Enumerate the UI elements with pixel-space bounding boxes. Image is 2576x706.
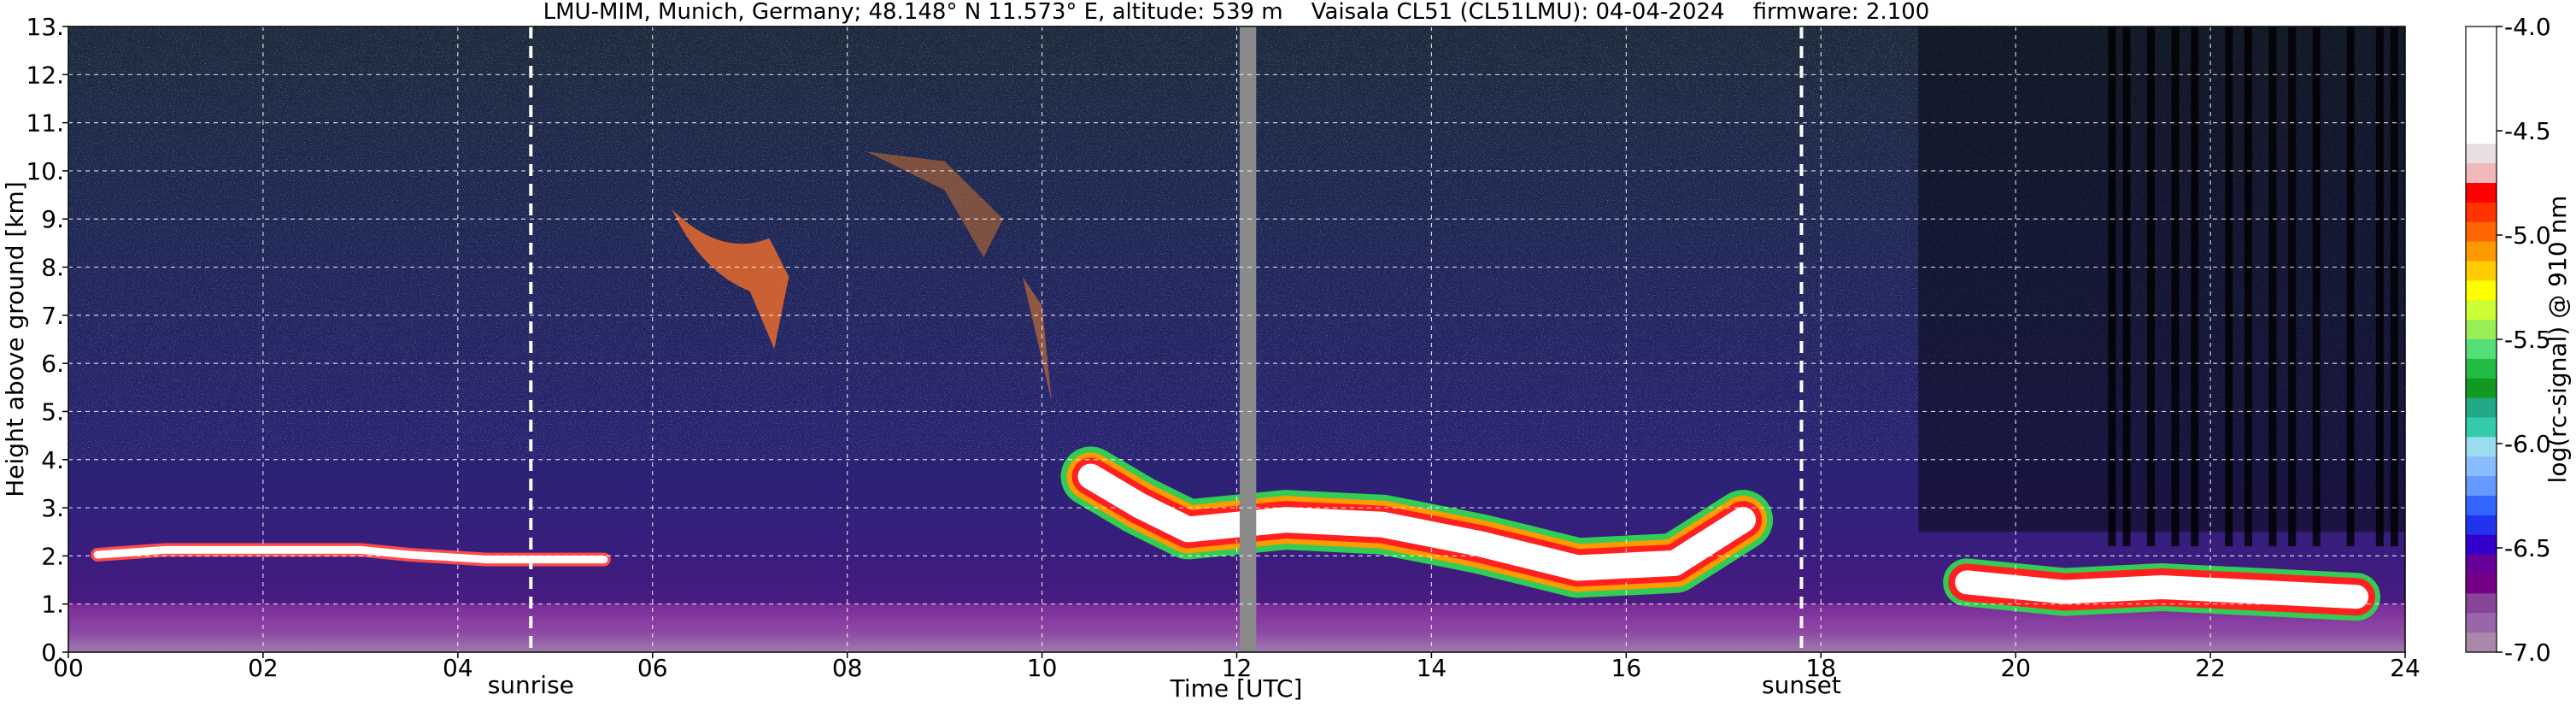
cloud-layer-core [93, 545, 608, 564]
colorbar-segment [2466, 496, 2497, 516]
data-gap [1239, 26, 1257, 652]
chart-title: LMU-MIM, Munich, Germany; 48.148° N 11.5… [543, 0, 1930, 25]
colorbar-segment [2466, 397, 2497, 419]
dark-streak [2147, 26, 2156, 547]
colorbar-segment [2466, 300, 2497, 321]
marker-label-sunset: sunset [1762, 671, 1841, 699]
marker-label-sunrise: sunrise [488, 671, 574, 699]
y-tick-label: 5. [41, 397, 64, 426]
y-axis-label: Height above ground [km] [1, 181, 29, 497]
colorbar-segment [2466, 515, 2497, 536]
colorbar-tick-label: -4.5 [2504, 117, 2551, 145]
dark-streak [2122, 26, 2131, 547]
colorbar-tick-label: -5.5 [2504, 326, 2551, 354]
sun-markers: sunrise sunset [488, 26, 1841, 699]
colorbar-segment [2466, 456, 2497, 477]
night-sky-region [1918, 26, 2405, 532]
colorbar-tick-label: -4.0 [2504, 13, 2551, 41]
y-tick-label: 7. [41, 302, 64, 330]
colorbar-segment [2466, 221, 2497, 243]
colorbar-segment [2466, 613, 2497, 633]
colorbar-segment [2466, 26, 2497, 47]
dark-streak [2268, 26, 2277, 547]
y-tick-label: 12. [26, 61, 64, 89]
y-tick-label: 9. [41, 205, 64, 233]
axes: 00 02 04 06 08 10 12 14 16 18 20 22 24 0. 1. 2. 3. 4. 5. 6.… [26, 13, 2420, 682]
x-tick-label: 00 [53, 654, 84, 682]
colorbar-segment [2466, 574, 2497, 594]
colorbar-segment [2466, 554, 2497, 575]
cirrus-fall-streak [1022, 276, 1052, 403]
dark-streak [2390, 26, 2398, 547]
y-tick-label: 2. [41, 542, 64, 570]
colorbar-segment [2466, 378, 2497, 399]
cirrus-cloud [672, 209, 789, 350]
colorbar-segment [2466, 534, 2497, 556]
colorbar: -4.0 -4.5 -5.0 -5.5 -6.0 -6.5 -7.0 [2465, 13, 2551, 667]
colorbar-segment [2466, 632, 2497, 653]
y-tick-label: 0. [41, 638, 64, 667]
y-tick-label: 13. [26, 13, 64, 41]
x-tick-label: 12 [1222, 654, 1253, 682]
y-tick-label: 10. [26, 157, 64, 185]
dark-streak [2191, 26, 2199, 547]
colorbar-segment [2466, 124, 2497, 144]
cloud-layer-core [1077, 463, 1757, 581]
dark-streak [2225, 26, 2233, 547]
x-tick-label: 22 [2195, 654, 2226, 682]
colorbar-tick-label: -5.0 [2504, 221, 2551, 250]
dark-streak [2244, 26, 2252, 547]
cirrus-cloud [866, 151, 1003, 258]
colorbar-segment [2466, 261, 2497, 281]
colorbar-segment [2466, 241, 2497, 262]
colorbar-segment [2466, 183, 2497, 203]
noise-texture-green [68, 26, 1724, 460]
x-tick-label: 18 [1805, 654, 1836, 682]
colorbar-segment [2466, 280, 2497, 301]
y-tick-label: 1. [41, 591, 64, 619]
colorbar-tick-label: -6.0 [2504, 430, 2551, 458]
colorbar-segment [2466, 163, 2497, 184]
colorbar-segment [2466, 593, 2497, 614]
dark-streak [2312, 26, 2321, 547]
colorbar-tick-label: -7.0 [2504, 638, 2551, 667]
dark-streak [2375, 26, 2384, 547]
x-tick-label: 10 [1027, 654, 1058, 682]
dark-streak [2108, 26, 2116, 547]
y-tick-label: 4. [41, 446, 64, 474]
y-tick-label: 8. [41, 254, 64, 282]
colorbar-segment [2466, 45, 2497, 67]
colorbar-segment [2466, 144, 2497, 164]
colorbar-segment [2466, 339, 2497, 360]
colorbar-segment [2466, 417, 2497, 438]
x-tick-label: 08 [832, 654, 863, 682]
x-tick-label: 24 [2390, 654, 2421, 682]
colorbar-segment [2466, 85, 2497, 106]
x-tick-label: 02 [248, 654, 279, 682]
colorbar-segment [2466, 358, 2497, 379]
x-axis-label: Time [UTC] [1170, 674, 1303, 703]
x-tick-label: 06 [637, 654, 668, 682]
dark-streak [2346, 26, 2355, 547]
y-tick-label: 6. [41, 350, 64, 378]
colorbar-segment [2466, 320, 2497, 340]
x-tick-label: 14 [1417, 654, 1447, 682]
dark-streak [2288, 26, 2297, 547]
colorbar-segment [2466, 65, 2497, 86]
colorbar-segment [2466, 476, 2497, 497]
colorbar-segment [2466, 202, 2497, 223]
y-tick-label: 11. [26, 109, 64, 138]
colorbar-label: log(rc-signal) @ 910 nm [2544, 196, 2572, 484]
colorbar-segment [2466, 437, 2497, 457]
colorbar-tick-label: -6.5 [2504, 534, 2551, 562]
cloud-layer-core [1955, 570, 2369, 609]
dark-streak [2171, 26, 2180, 547]
x-tick-label: 20 [2000, 654, 2031, 682]
y-tick-label: 3. [41, 494, 64, 522]
x-tick-label: 16 [1611, 654, 1642, 682]
colorbar-segment [2466, 104, 2497, 125]
x-tick-label: 04 [443, 654, 473, 682]
